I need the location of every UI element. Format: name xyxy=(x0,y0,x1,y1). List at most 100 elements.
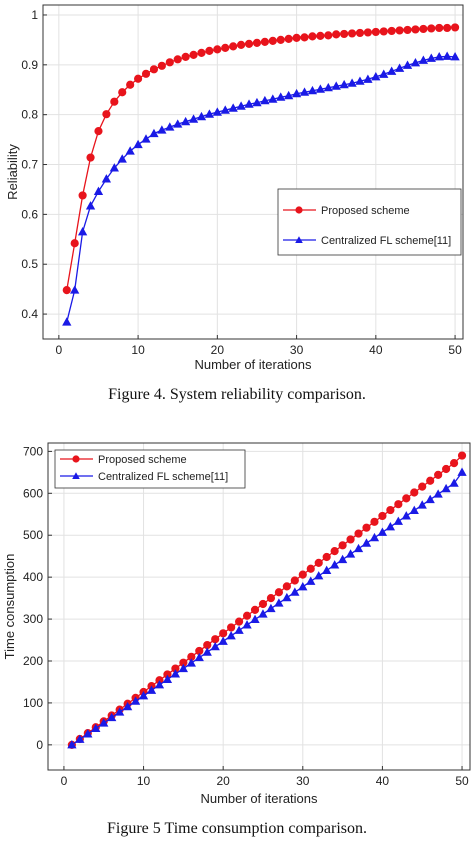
fig4-point-proposed xyxy=(110,97,119,106)
fig4-point-centralized xyxy=(299,87,310,96)
fig4-point-proposed xyxy=(173,55,182,64)
fig5-point-centralized xyxy=(115,707,125,716)
fig5-x-tick-label: 20 xyxy=(216,774,230,788)
fig4-point-proposed xyxy=(300,33,309,42)
fig5-point-centralized xyxy=(234,625,244,634)
fig5-point-centralized xyxy=(258,609,268,618)
fig4-point-proposed xyxy=(268,36,277,45)
fig4-point-proposed xyxy=(141,69,151,78)
fig5-point-centralized xyxy=(409,505,419,515)
fig4-point-proposed xyxy=(133,74,143,83)
fig4-x-tick-label: 10 xyxy=(131,343,145,357)
fig4-point-proposed xyxy=(450,23,460,32)
fig5-point-centralized xyxy=(337,554,348,564)
fig4-point-proposed xyxy=(189,50,198,59)
fig4-point-proposed xyxy=(379,27,388,36)
fig4-point-centralized xyxy=(339,79,349,89)
fig4-point-proposed xyxy=(157,61,166,70)
fig4-point-proposed xyxy=(427,24,436,33)
fig4-point-proposed xyxy=(395,26,404,35)
fig4-point-centralized xyxy=(371,71,381,81)
fig4-point-proposed xyxy=(355,28,365,38)
fig4-legend-marker-circle xyxy=(295,206,303,214)
fig5-point-proposed xyxy=(434,470,443,479)
fig4-point-centralized xyxy=(315,84,326,93)
fig4-point-proposed xyxy=(229,42,238,51)
fig5-point-centralized xyxy=(162,674,173,683)
fig4-point-centralized xyxy=(77,226,88,236)
fig5-point-centralized xyxy=(83,729,93,738)
fig5-point-proposed xyxy=(418,482,427,491)
fig5-point-centralized xyxy=(449,478,459,487)
fig4-y-tick-label: 0.6 xyxy=(21,207,38,221)
fig5-point-centralized xyxy=(290,587,300,596)
fig5-legend-marker-circle xyxy=(72,455,80,463)
fig5-point-centralized xyxy=(266,603,276,613)
fig5-point-proposed xyxy=(306,564,315,573)
fig5-legend-label: Proposed scheme xyxy=(98,454,187,466)
fig4-point-centralized xyxy=(252,97,262,107)
fig5-point-centralized xyxy=(218,636,228,645)
fig4-point-proposed xyxy=(332,30,341,39)
fig5-point-centralized xyxy=(393,516,403,525)
fig4-y-tick-label: 0.8 xyxy=(21,108,38,122)
fig4-point-centralized xyxy=(157,125,167,134)
fig4-point-centralized xyxy=(70,285,80,294)
fig5-point-proposed xyxy=(314,558,323,568)
fig4-point-proposed xyxy=(260,37,269,46)
fig4-point-centralized xyxy=(307,85,318,95)
fig5-x-tick-label: 50 xyxy=(455,774,469,788)
fig4-point-proposed xyxy=(86,153,95,162)
fig5-point-centralized xyxy=(186,658,196,667)
fig4-point-centralized xyxy=(109,163,119,172)
fig5-point-centralized xyxy=(75,734,85,743)
fig4-point-proposed xyxy=(165,58,174,67)
fig5-point-proposed xyxy=(386,505,395,515)
fig5-point-centralized xyxy=(202,647,212,656)
fig4-point-centralized xyxy=(450,52,460,61)
fig5-point-proposed xyxy=(449,459,459,468)
fig4-point-centralized xyxy=(62,317,72,326)
figure-5-caption: Figure 5 Time consumption comparison. xyxy=(107,820,367,837)
fig4-point-proposed xyxy=(252,38,262,47)
fig5-point-centralized xyxy=(138,690,149,700)
fig4-point-centralized xyxy=(402,60,413,69)
fig4-point-centralized xyxy=(204,109,215,118)
fig5-point-proposed xyxy=(282,582,291,591)
fig5-point-proposed xyxy=(426,476,435,485)
fig4-point-centralized xyxy=(284,90,294,100)
fig4-point-proposed xyxy=(118,88,127,97)
fig5-point-proposed xyxy=(211,635,220,644)
fig4-point-centralized xyxy=(323,82,333,92)
fig4-point-proposed xyxy=(340,29,349,39)
fig4-point-proposed xyxy=(324,31,333,40)
fig4-point-centralized xyxy=(117,154,127,163)
fig5-point-centralized xyxy=(67,740,77,749)
fig5-point-centralized xyxy=(369,532,380,542)
fig5-point-centralized xyxy=(226,631,236,640)
fig5-x-tick-label: 0 xyxy=(61,774,68,788)
fig5-point-centralized xyxy=(417,500,427,509)
fig4-point-proposed xyxy=(62,286,71,295)
fig4-point-centralized xyxy=(173,119,183,128)
fig5-legend-box xyxy=(54,449,246,489)
fig4-point-centralized xyxy=(141,134,151,143)
fig4-point-proposed xyxy=(403,25,412,35)
fig5-y-tick-label: 700 xyxy=(23,444,43,458)
fig4-point-proposed xyxy=(70,239,79,248)
fig4-point-proposed xyxy=(276,35,285,44)
fig5-point-proposed xyxy=(290,576,299,585)
fig5-point-centralized xyxy=(91,723,101,733)
fig5-point-centralized xyxy=(146,685,157,694)
fig4-point-centralized xyxy=(276,92,286,101)
fig4-point-centralized xyxy=(101,174,112,183)
fig4-point-proposed xyxy=(411,25,420,34)
fig5-legend-marker-triangle xyxy=(72,472,80,480)
fig4-point-centralized xyxy=(220,105,230,114)
fig5-point-centralized xyxy=(242,620,252,629)
fig5-point-proposed xyxy=(258,599,268,609)
fig4-point-centralized xyxy=(291,88,302,98)
fig5-point-centralized xyxy=(457,467,467,476)
fig5-y-tick-label: 400 xyxy=(23,570,43,584)
fig5-point-centralized xyxy=(154,680,165,689)
